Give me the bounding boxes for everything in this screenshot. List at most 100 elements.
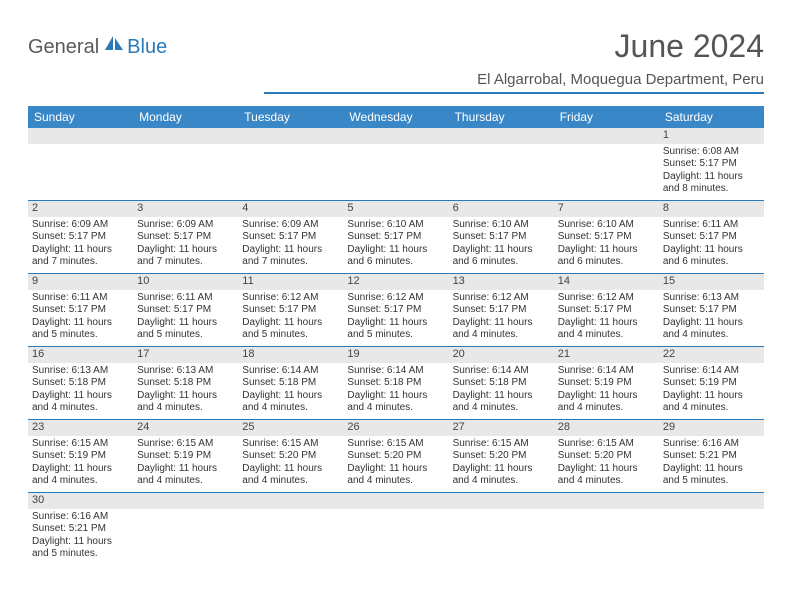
day-cell [449,493,554,565]
day-detail: and 4 minutes. [558,475,655,488]
day-cell: 19Sunrise: 6:14 AMSunset: 5:18 PMDayligh… [343,347,448,419]
day-header: Tuesday [238,106,343,128]
day-number: 26 [343,420,448,436]
month-title: June 2024 [264,28,764,65]
day-header: Friday [554,106,659,128]
day-detail: Sunrise: 6:15 AM [32,438,129,451]
day-detail: Daylight: 11 hours [558,390,655,403]
day-detail: Sunset: 5:17 PM [32,304,129,317]
day-detail: and 4 minutes. [242,475,339,488]
day-detail: Sunset: 5:17 PM [347,231,444,244]
week-row: 2Sunrise: 6:09 AMSunset: 5:17 PMDaylight… [28,201,764,274]
day-detail: Sunrise: 6:16 AM [663,438,760,451]
day-detail: and 7 minutes. [32,256,129,269]
day-detail: Sunrise: 6:14 AM [453,365,550,378]
day-detail: Sunrise: 6:09 AM [242,219,339,232]
day-detail: Sunset: 5:17 PM [32,231,129,244]
day-detail: Sunrise: 6:09 AM [137,219,234,232]
day-detail: and 4 minutes. [32,475,129,488]
day-number: 17 [133,347,238,363]
day-detail: Sunset: 5:17 PM [663,231,760,244]
day-number: 23 [28,420,133,436]
day-cell: 26 Sunrise: 6:15 AMSunset: 5:20 PMDayligh… [343,420,448,492]
day-detail: Daylight: 11 hours [453,317,550,330]
day-detail: Sunrise: 6:12 AM [242,292,339,305]
day-detail: Sunrise: 6:11 AM [663,219,760,232]
brand-part2: Blue [127,36,167,59]
day-number [659,493,764,509]
day-number: 19 [343,347,448,363]
day-number [343,493,448,509]
day-detail: Daylight: 11 hours [453,244,550,257]
day-detail: Sunrise: 6:15 AM [558,438,655,451]
day-detail: Sunrise: 6:13 AM [137,365,234,378]
day-number: 4 [238,201,343,217]
day-number: 27 [449,420,554,436]
day-detail: and 4 minutes. [32,402,129,415]
day-detail: Sunrise: 6:15 AM [137,438,234,451]
calendar: SundayMondayTuesdayWednesdayThursdayFrid… [28,106,764,565]
day-cell: 16Sunrise: 6:13 AMSunset: 5:18 PMDayligh… [28,347,133,419]
day-number: 16 [28,347,133,363]
day-detail: Daylight: 11 hours [347,463,444,476]
day-detail: Sunset: 5:19 PM [663,377,760,390]
day-detail: Daylight: 11 hours [663,171,760,184]
day-detail: Sunrise: 6:12 AM [453,292,550,305]
day-cell: 1Sunrise: 6:08 AMSunset: 5:17 PMDaylight… [659,128,764,200]
day-number: 6 [449,201,554,217]
brand-part1: General [28,36,99,59]
day-detail: Sunset: 5:21 PM [32,523,129,536]
day-cell: 30Sunrise: 6:16 AMSunset: 5:21 PMDayligh… [28,493,133,565]
day-number: 20 [449,347,554,363]
day-number [238,128,343,144]
day-header: Thursday [449,106,554,128]
day-detail: Sunrise: 6:10 AM [558,219,655,232]
day-number [133,128,238,144]
day-detail: Sunset: 5:18 PM [32,377,129,390]
day-detail: Sunset: 5:20 PM [347,450,444,463]
day-detail: Sunset: 5:18 PM [242,377,339,390]
day-number: 9 [28,274,133,290]
day-cell: 14Sunrise: 6:12 AMSunset: 5:17 PMDayligh… [554,274,659,346]
day-cell [28,128,133,200]
day-detail: Sunset: 5:17 PM [242,231,339,244]
day-cell: 10Sunrise: 6:11 AMSunset: 5:17 PMDayligh… [133,274,238,346]
day-number [449,493,554,509]
day-detail: Daylight: 11 hours [558,463,655,476]
day-cell: 9Sunrise: 6:11 AMSunset: 5:17 PMDaylight… [28,274,133,346]
day-detail: Daylight: 11 hours [242,463,339,476]
day-detail: Daylight: 11 hours [32,463,129,476]
sail-icon [103,34,125,57]
day-header: Sunday [28,106,133,128]
day-detail: and 7 minutes. [242,256,339,269]
day-detail: Sunset: 5:18 PM [347,377,444,390]
day-detail: Sunrise: 6:09 AM [32,219,129,232]
day-detail: Daylight: 11 hours [137,463,234,476]
day-detail: Sunset: 5:18 PM [453,377,550,390]
day-detail: Daylight: 11 hours [137,390,234,403]
day-number: 3 [133,201,238,217]
day-detail: and 5 minutes. [137,329,234,342]
day-cell: 17Sunrise: 6:13 AMSunset: 5:18 PMDayligh… [133,347,238,419]
day-cell [133,493,238,565]
day-detail: Sunset: 5:20 PM [242,450,339,463]
day-detail: Sunset: 5:20 PM [453,450,550,463]
day-cell: 25Sunrise: 6:15 AMSunset: 5:20 PMDayligh… [238,420,343,492]
week-row: 30Sunrise: 6:16 AMSunset: 5:21 PMDayligh… [28,493,764,565]
day-cell: 29Sunrise: 6:16 AMSunset: 5:21 PMDayligh… [659,420,764,492]
day-number: 8 [659,201,764,217]
day-number: 10 [133,274,238,290]
day-detail: Sunrise: 6:15 AM [347,438,444,451]
day-detail: Sunrise: 6:08 AM [663,146,760,159]
week-row: 9Sunrise: 6:11 AMSunset: 5:17 PMDaylight… [28,274,764,347]
day-number: 22 [659,347,764,363]
day-cell: 4Sunrise: 6:09 AMSunset: 5:17 PMDaylight… [238,201,343,273]
day-number: 13 [449,274,554,290]
day-number: 25 [238,420,343,436]
weeks-container: 1Sunrise: 6:08 AMSunset: 5:17 PMDaylight… [28,128,764,565]
day-number: 29 [659,420,764,436]
day-detail: Daylight: 11 hours [558,317,655,330]
day-cell: 15Sunrise: 6:13 AMSunset: 5:17 PMDayligh… [659,274,764,346]
day-cell: 12Sunrise: 6:12 AMSunset: 5:17 PMDayligh… [343,274,448,346]
day-detail: Sunset: 5:17 PM [137,231,234,244]
